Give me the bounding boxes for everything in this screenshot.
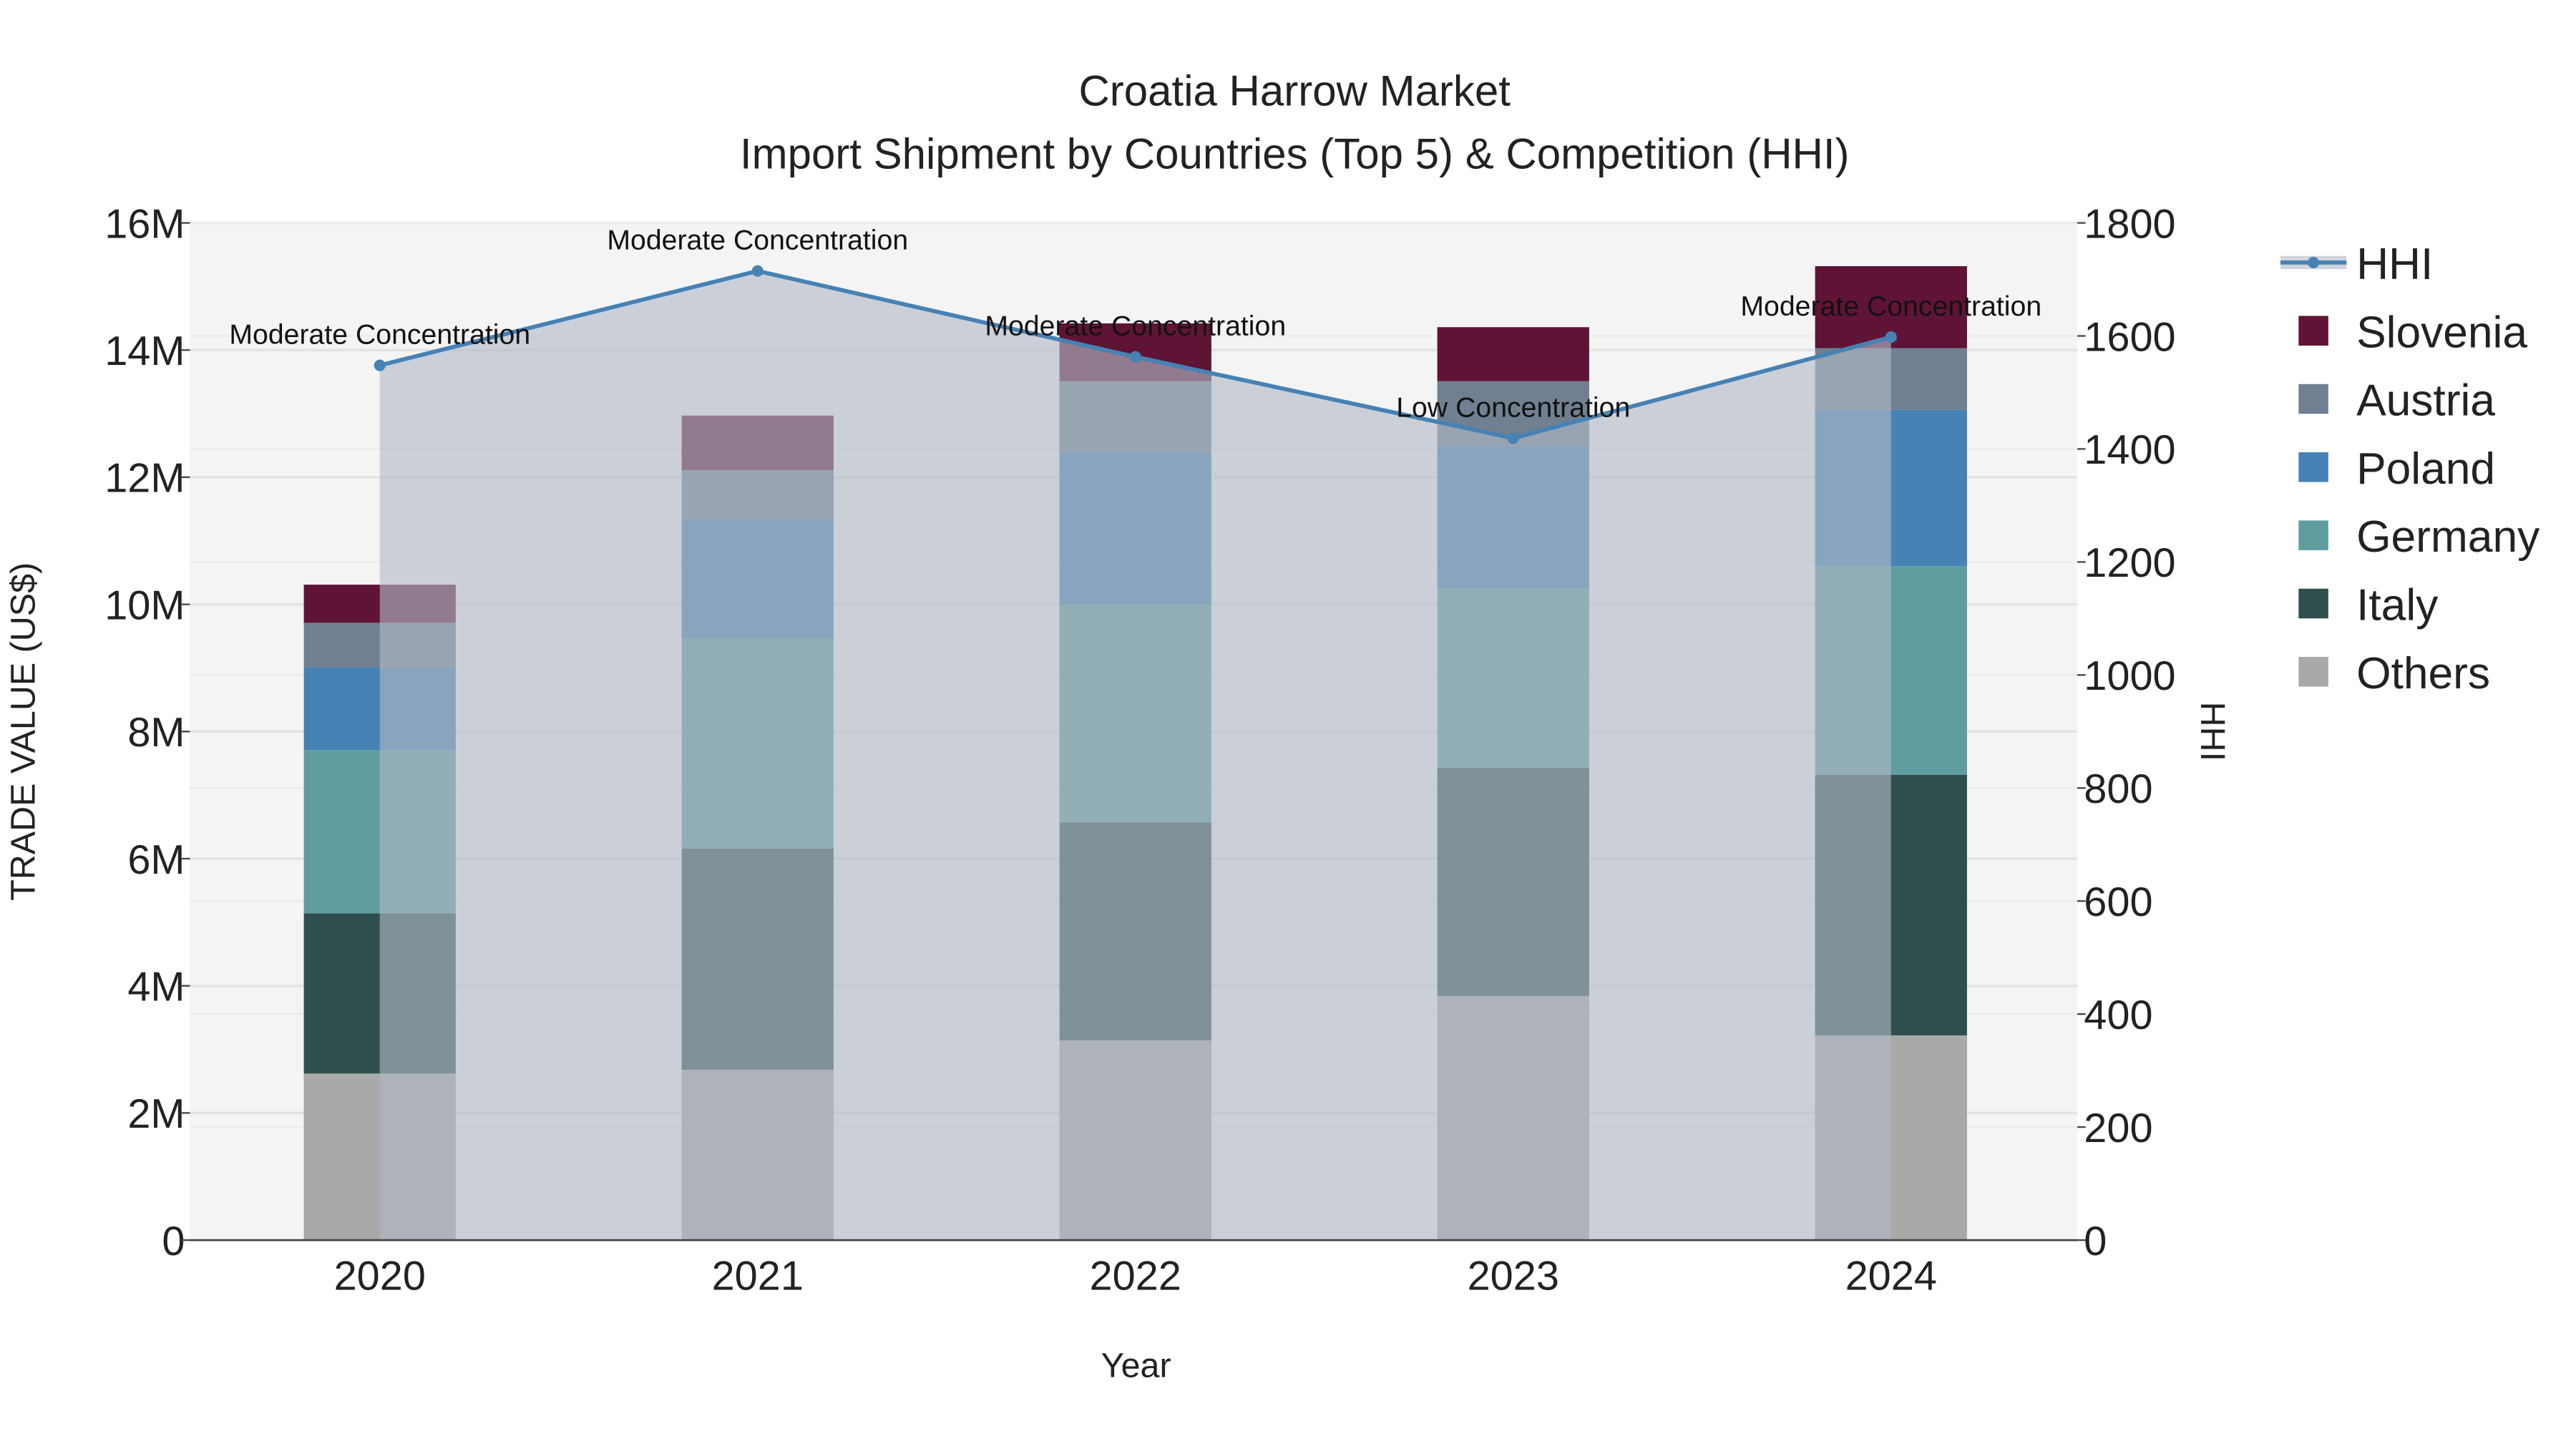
- y2-tick-label: 1600: [2084, 314, 2175, 360]
- y2-tick-label: 200: [2084, 1106, 2152, 1151]
- hhi-point: [374, 359, 386, 371]
- legend-label-poland: Poland: [2356, 444, 2495, 494]
- hhi-annotation: Moderate Concentration: [229, 319, 530, 351]
- y-axis-label: TRADE VALUE (US$): [4, 562, 42, 901]
- legend: HHI Slovenia Austria Poland Germany Italy Othe…: [2280, 240, 2540, 698]
- legend-swatch-poland: [2298, 452, 2328, 482]
- y2-tick-label: 0: [2084, 1219, 2107, 1264]
- hhi-annotation: Moderate Concentration: [985, 311, 1286, 342]
- hhi-annotation: Moderate Concentration: [1740, 291, 2041, 322]
- hhi-point: [1885, 331, 1897, 343]
- y2-tick-label: 400: [2084, 992, 2152, 1038]
- x-tick-label: 2024: [1845, 1253, 1937, 1299]
- y-tick-label: 4M: [127, 964, 185, 1010]
- legend-swatch-austria: [2298, 384, 2328, 414]
- legend-label-hhi: HHI: [2356, 240, 2433, 289]
- bar-slovenia: [1437, 327, 1589, 381]
- y-tick-label: 14M: [104, 328, 185, 374]
- hhi-area: [379, 270, 1891, 1241]
- y2-axis-label: HHI: [2193, 702, 2232, 761]
- y2-tick-label: 1200: [2084, 540, 2175, 586]
- x-tick-label: 2022: [1090, 1253, 1181, 1299]
- y-tick-label: 12M: [104, 456, 185, 502]
- x-tick-label: 2023: [1468, 1253, 1559, 1299]
- legend-label-austria: Austria: [2356, 376, 2495, 426]
- legend-swatch-italy: [2298, 588, 2328, 619]
- legend-label-germany: Germany: [2356, 512, 2540, 562]
- legend-label-slovenia: Slovenia: [2356, 308, 2527, 357]
- hhi-point: [1507, 432, 1519, 444]
- hhi-annotation: Moderate Concentration: [607, 225, 908, 256]
- hhi-annotation: Low Concentration: [1396, 391, 1630, 423]
- y2-tick-label: 800: [2084, 766, 2152, 812]
- chart-subtitle: Import Shipment by Countries (Top 5) & C…: [740, 130, 1850, 177]
- y-tick-label: 2M: [127, 1091, 185, 1137]
- hhi-point: [751, 265, 763, 277]
- legend-swatch-slovenia: [2298, 316, 2328, 346]
- y-tick-label: 0: [162, 1219, 185, 1264]
- axes: 0 2M 4M 6M 8M 10M 12M 14M 16M 0 200 400 600 800 1000 12…: [104, 201, 2175, 1299]
- legend-swatch-others: [2298, 657, 2328, 687]
- x-axis-label: Year: [1101, 1347, 1171, 1385]
- hhi-point: [1129, 351, 1141, 363]
- y-tick-label: 10M: [104, 582, 185, 628]
- legend-label-others: Others: [2356, 649, 2490, 698]
- y-tick-label: 8M: [127, 710, 185, 756]
- chart-title: Croatia Harrow Market: [1078, 67, 1511, 115]
- legend-swatch-germany: [2298, 520, 2328, 550]
- y2-tick-label: 600: [2084, 879, 2152, 925]
- hhi-series: Moderate Concentration Moderate Concentra…: [229, 225, 2041, 1241]
- y2-tick-label: 1000: [2084, 653, 2175, 699]
- y2-tick-label: 1400: [2084, 427, 2175, 473]
- legend-label-italy: Italy: [2356, 581, 2439, 630]
- legend-hhi-marker: [2308, 256, 2320, 268]
- x-tick-label: 2021: [712, 1253, 804, 1299]
- x-tick-label: 2020: [334, 1253, 426, 1299]
- y-tick-label: 16M: [104, 201, 185, 247]
- y2-tick-label: 1800: [2084, 201, 2175, 247]
- y-tick-label: 6M: [127, 837, 185, 883]
